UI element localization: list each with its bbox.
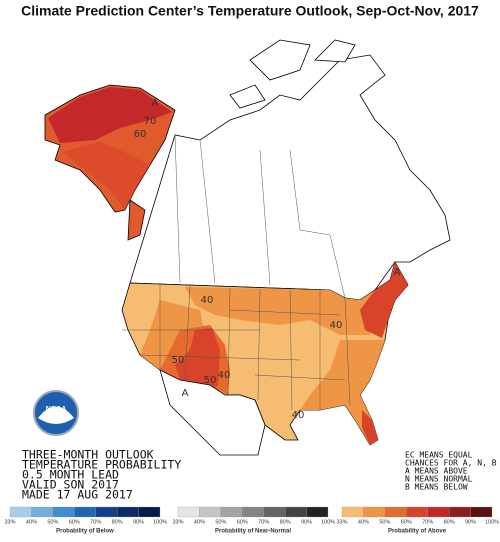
legend-line: N MEANS NORMAL: [405, 475, 473, 484]
legend-swatch: [9, 506, 32, 518]
alaska-north: [48, 87, 172, 143]
legend-swatch: [306, 506, 329, 518]
canada: [129, 54, 451, 301]
legend-line: EC MEANS EQUAL: [405, 451, 473, 460]
map-label: 50: [204, 375, 217, 386]
map-label: A: [152, 98, 159, 109]
legend-swatch: [31, 506, 54, 518]
legend-tick: 70%: [90, 519, 101, 525]
legend-swatch: [427, 506, 450, 518]
legend-tick: 100%: [153, 519, 167, 525]
legend-line: B MEANS BELOW: [405, 483, 468, 492]
mexico: [159, 369, 266, 456]
legend-swatch: [199, 506, 222, 518]
legend-swatch: [52, 506, 75, 518]
province-borders: [174, 134, 346, 299]
bc-coast: [127, 199, 146, 241]
legend-tick: 60%: [401, 519, 412, 525]
us-southwest-core: [175, 328, 220, 395]
legend-swatch: [74, 506, 96, 518]
legend-line: A MEANS ABOVE: [405, 467, 468, 476]
legend-tick: 80%: [444, 519, 455, 525]
legend-swatch: [363, 506, 386, 518]
legend-tick: 33%: [336, 519, 347, 525]
legend-tick: 50%: [379, 519, 390, 525]
legend-swatch: [242, 506, 264, 518]
legend-tick: 60%: [237, 519, 248, 525]
legend-tick: 50%: [47, 519, 58, 525]
us-north-band: [185, 287, 385, 335]
map-label: 40: [330, 320, 343, 331]
legend-tick: 100%: [485, 519, 499, 525]
noaa-logo: NOAA: [33, 390, 79, 436]
legend-tick: 60%: [69, 519, 80, 525]
legend-swatch: [138, 506, 161, 518]
legend-swatch: [470, 506, 493, 518]
legend-swatch: [448, 506, 471, 518]
legend-tick: 40%: [194, 519, 205, 525]
map-label: 40: [292, 410, 305, 421]
legend-tick: 40%: [26, 519, 37, 525]
legend-tick: 33%: [172, 519, 183, 525]
legend-tick: 100%: [321, 519, 335, 525]
outlook-line: MADE 17 AUG 2017: [22, 488, 133, 502]
legend-tick: 80%: [280, 519, 291, 525]
us-northeast: [360, 262, 408, 338]
map-label: 70: [144, 116, 157, 127]
legend-tick: 90%: [465, 519, 476, 525]
legend-tick: 90%: [133, 519, 144, 525]
legend-swatch: [341, 506, 364, 518]
outlook-line: THREE-MONTH OUTLOOK: [22, 448, 154, 462]
legend-swatch: [263, 506, 286, 518]
legend-swatch: [220, 506, 243, 518]
legend-tick: 90%: [301, 519, 312, 525]
legend-caption: Probability of Near-Normal: [215, 529, 291, 535]
map-label: 40: [218, 370, 231, 381]
legend-tick: 50%: [215, 519, 226, 525]
alaska-coast: [62, 142, 150, 210]
state-borders: [122, 285, 351, 411]
logo-text: NOAA: [46, 406, 67, 413]
legend-swatch: [384, 506, 407, 518]
legend-tick: 70%: [422, 519, 433, 525]
legend-swatch: [406, 506, 428, 518]
legend-swatch: [95, 506, 118, 518]
color-legends: 33% 40% 50% 60% 70% 80% 90% 100% Probability of …: [4, 506, 499, 535]
map-label: 50: [172, 355, 185, 366]
legend-tick: 70%: [258, 519, 269, 525]
legend-caption: Probability of Above: [388, 529, 447, 535]
legend-swatch: [116, 506, 139, 518]
outlook-line: TEMPERATURE PROBABILITY: [22, 458, 181, 472]
florida-tip: [362, 410, 378, 445]
legend-tick: 33%: [4, 519, 15, 525]
legend-swatch: [284, 506, 307, 518]
legend-tick: 40%: [358, 519, 369, 525]
map-label: 60: [134, 129, 147, 140]
outlook-line: VALID SON 2017: [22, 478, 119, 492]
outlook-line: 0.5 MONTH LEAD: [22, 468, 119, 482]
title: Climate Prediction Center’s Temperature …: [21, 3, 479, 19]
map-label: 40: [201, 295, 214, 306]
map-label: A: [394, 267, 401, 278]
map-label: A: [182, 388, 189, 399]
legend-swatch: [177, 506, 200, 518]
arctic-islands: [229, 39, 356, 109]
legend-caption: Probability of Below: [56, 529, 114, 535]
map: [44, 39, 451, 456]
legend-line: CHANCES FOR A, N, B: [405, 459, 497, 468]
legend-tick: 80%: [112, 519, 123, 525]
